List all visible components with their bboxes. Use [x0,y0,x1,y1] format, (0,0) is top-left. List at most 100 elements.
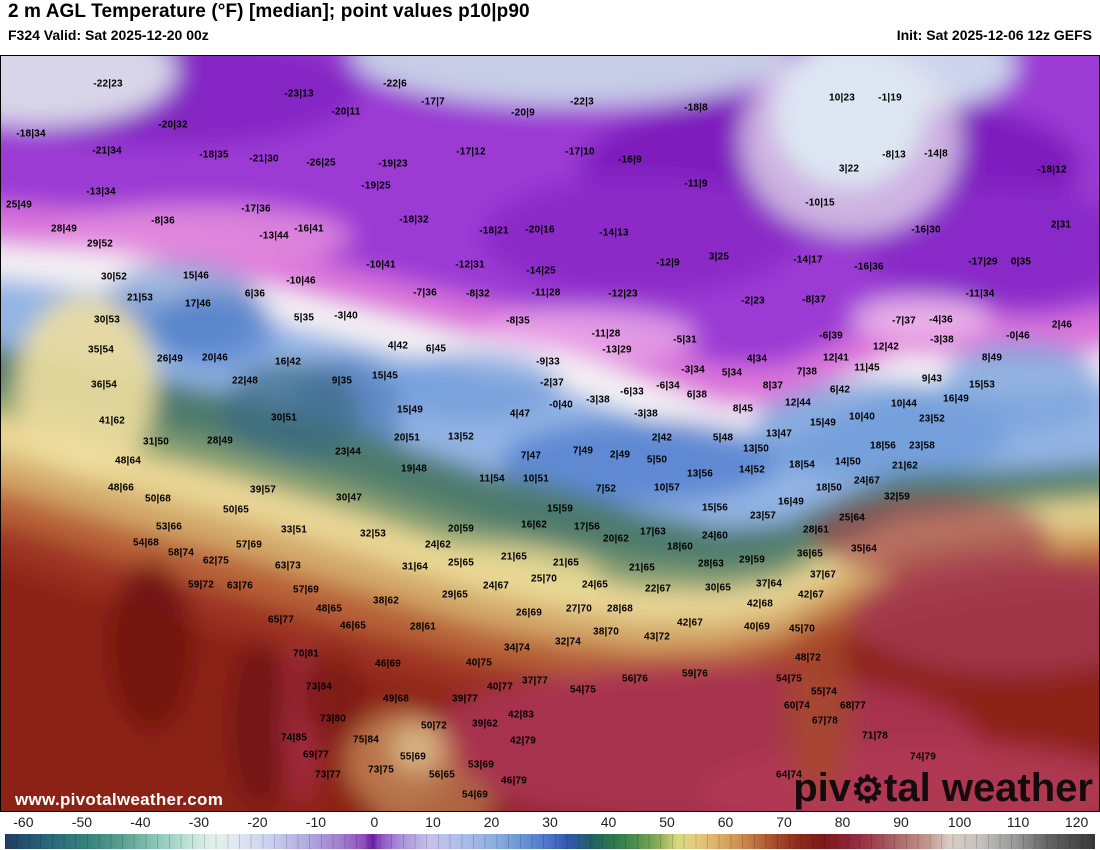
point-value: 54|69 [461,789,489,801]
point-value: 10|44 [890,398,918,410]
colorbar-tick: 0 [370,814,379,830]
point-value: 59|76 [681,668,709,680]
point-value: 20|62 [602,533,630,545]
point-value: 29|65 [441,589,469,601]
point-value: 24|65 [581,579,609,591]
point-value: 42|67 [676,617,704,629]
point-value: 56|65 [428,769,456,781]
point-value: 68|77 [839,700,867,712]
point-value: 30|65 [704,582,732,594]
point-value: 74|85 [280,732,308,744]
colorbar-tick: -50 [71,814,93,830]
point-value: -4|36 [929,314,953,326]
point-value: -0|40 [549,399,573,411]
point-value: -12|23 [608,288,638,300]
point-value: -14|17 [793,254,823,266]
point-value: 15|59 [546,503,574,515]
point-value: 40|69 [743,621,771,633]
point-value: 13|52 [447,431,475,443]
point-value: 5|48 [712,432,734,444]
point-value: -6|33 [620,386,644,398]
point-value: 42|67 [797,589,825,601]
point-value: 0|35 [1010,256,1032,268]
point-value: 38|62 [372,595,400,607]
point-value: -10|15 [805,197,835,209]
point-value: -3|34 [681,364,705,376]
gear-icon: ⚙ [851,769,885,810]
point-value: 32|74 [554,636,582,648]
header: 2 m AGL Temperature (°F) [median]; point… [0,0,1100,55]
point-value: 21|65 [628,562,656,574]
point-value: 10|57 [653,482,681,494]
point-value: 4|34 [746,353,768,365]
point-value: -21|34 [92,145,122,157]
map-title: 2 m AGL Temperature (°F) [median]; point… [8,1,530,22]
pivotalweather-url-watermark: www.pivotalweather.com [15,790,224,809]
point-value: 53|69 [467,759,495,771]
point-value: 32|53 [359,528,387,540]
point-value: 73|77 [314,769,342,781]
point-value: 56|76 [621,673,649,685]
point-value: 12|42 [872,341,900,353]
point-value: 33|51 [280,524,308,536]
point-value: -5|31 [673,334,697,346]
point-value: 54|75 [569,684,597,696]
point-value: 15|45 [371,370,399,382]
logo-text-tal-weather: tal weather [884,766,1093,810]
point-value: -12|31 [455,259,485,271]
point-value: 3|25 [708,251,730,263]
point-value: 13|50 [742,443,770,455]
point-value: 57|69 [292,584,320,596]
point-value: 27|70 [565,603,593,615]
point-value: -19|25 [361,180,391,192]
colorbar-tick: 20 [483,814,500,830]
colorbar-tick: 30 [542,814,558,830]
point-value: -21|30 [249,153,279,165]
point-value: 34|74 [503,642,531,654]
point-value: 19|48 [400,463,428,475]
point-value: 5|50 [646,454,668,466]
temperature-field [1,56,1099,811]
point-value: -16|30 [911,224,941,236]
point-value: 15|53 [968,379,996,391]
point-value: -11|34 [965,288,995,300]
point-value: 73|84 [305,681,333,693]
point-value: -18|32 [399,214,429,226]
point-value: 14|50 [834,456,862,468]
point-value: 12|44 [784,397,812,409]
point-value: 39|62 [471,718,499,730]
colorbar-tick: 100 [947,814,972,830]
point-value: 10|40 [848,411,876,423]
point-value: 62|75 [202,555,230,567]
point-value: 50|65 [222,504,250,516]
point-value: 65|77 [267,614,295,626]
point-value: -8|32 [466,288,490,300]
point-value: -7|36 [413,287,437,299]
point-value: 39|77 [451,693,479,705]
point-value: -16|41 [294,223,324,235]
point-value: 9|35 [331,375,353,387]
point-value: 8|37 [762,380,784,392]
colorbar-tick: 60 [717,814,734,830]
point-value: -13|34 [86,186,116,198]
point-value: 73|75 [367,764,395,776]
colorbar-tick: 120 [1064,814,1089,830]
colorbar-tick: 40 [600,814,617,830]
point-value: 25|70 [530,573,558,585]
point-value: 63|76 [226,580,254,592]
point-value: 67|78 [811,715,839,727]
point-value: -22|3 [570,96,594,108]
point-value: -18|8 [684,102,708,114]
point-value: 54|75 [775,673,803,685]
point-value: 30|52 [100,271,128,283]
point-value: -13|44 [259,230,289,242]
point-value: 20|59 [447,523,475,535]
point-value: -1|19 [878,92,902,104]
point-value: 11|45 [854,362,880,374]
point-value: 23|52 [918,413,946,425]
point-value: 9|43 [921,373,943,385]
point-value: -17|10 [565,146,595,158]
point-value: -6|34 [656,380,680,392]
point-value: 37|77 [521,675,549,687]
colorbar-tick: -10 [305,814,327,830]
